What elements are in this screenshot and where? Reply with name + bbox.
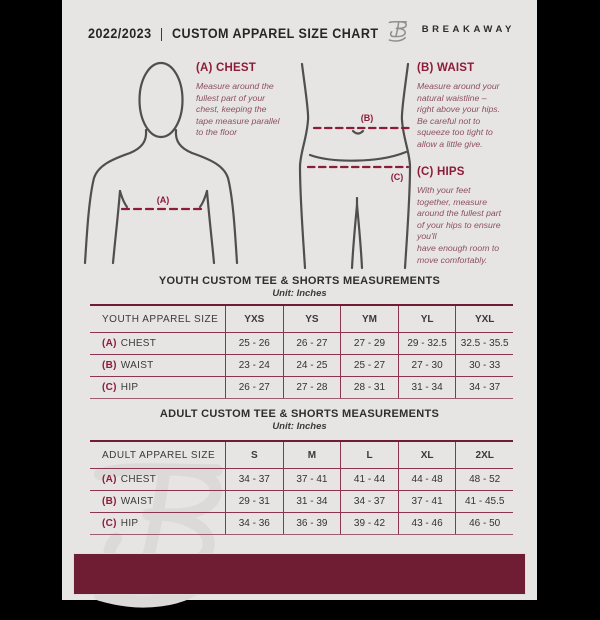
size-range-cell: 37 - 41 <box>397 491 456 512</box>
row-label: (A) CHEST <box>102 474 157 485</box>
hips-heading: (C) HIPS <box>417 166 465 178</box>
size-range-cell: 39 - 42 <box>340 513 398 534</box>
size-range-cell: 25 - 26 <box>225 333 283 354</box>
edition-year: 2022/2023 <box>88 26 152 41</box>
size-range-cell: 23 - 24 <box>225 355 283 376</box>
waist-description: Measure around your natural waistline – … <box>417 81 501 149</box>
size-range-cell: 26 - 27 <box>225 377 283 398</box>
chest-description: Measure around the fullest part of your … <box>196 81 280 138</box>
size-range-cell: 27 - 29 <box>340 333 398 354</box>
adult-table-header-row: ADULT APPAREL SIZE S M L XL 2XL <box>90 442 513 469</box>
row-label: (B) WAIST <box>102 496 154 507</box>
adult-col-header: M <box>282 442 341 468</box>
adult-hip-row: (C) HIP 34 - 36 36 - 39 39 - 42 43 - 46 4… <box>90 513 513 535</box>
size-range-cell: 31 - 34 <box>397 377 456 398</box>
size-range-cell: 34 - 37 <box>455 377 513 398</box>
row-label: (C) HIP <box>102 382 139 393</box>
youth-col-header: YXL <box>455 306 513 332</box>
page-title: CUSTOM APPAREL SIZE CHART <box>172 26 379 41</box>
size-range-cell: 28 - 31 <box>340 377 398 398</box>
waist-marker-label: (B) <box>361 113 374 123</box>
youth-size-label-header: YOUTH APPAREL SIZE <box>102 313 219 325</box>
youth-unit-label: Unit: Inches <box>272 288 327 299</box>
waist-guide: (B) WAIST Measure around your natural wa… <box>417 62 533 151</box>
document-page: 2022/2023 | CUSTOM APPAREL SIZE CHART BREA… <box>62 0 537 608</box>
size-range-cell: 27 - 30 <box>397 355 456 376</box>
chest-heading: (A) CHEST <box>196 62 256 74</box>
size-range-cell: 24 - 25 <box>282 355 341 376</box>
adult-col-header: L <box>340 442 398 468</box>
footer-bar <box>73 553 526 595</box>
adult-unit-label: Unit: Inches <box>272 421 327 432</box>
adult-size-table: ADULT APPAREL SIZE S M L XL 2XL (A) CHEST… <box>90 440 513 535</box>
size-range-cell: 29 - 32.5 <box>397 333 456 354</box>
size-range-cell: 34 - 37 <box>225 469 283 490</box>
youth-waist-row: (B) WAIST 23 - 24 24 - 25 25 - 27 27 - 30… <box>90 355 513 377</box>
adult-col-header: S <box>225 442 283 468</box>
size-range-cell: 46 - 50 <box>455 513 513 534</box>
size-range-cell: 27 - 28 <box>282 377 341 398</box>
size-range-cell: 32.5 - 35.5 <box>455 333 513 354</box>
brand-lockup: BREAKAWAY <box>387 16 515 43</box>
youth-size-table: YOUTH APPAREL SIZE YXS YS YM YL YXL (A) C… <box>90 304 513 399</box>
masthead: 2022/2023 | CUSTOM APPAREL SIZE CHART <box>88 26 378 41</box>
masthead-separator: | <box>159 26 164 41</box>
youth-col-header: YS <box>282 306 341 332</box>
adult-waist-row: (B) WAIST 29 - 31 31 - 34 34 - 37 37 - 41… <box>90 491 513 513</box>
hips-marker-label: (C) <box>391 172 404 182</box>
adult-col-header: 2XL <box>455 442 513 468</box>
size-range-cell: 29 - 31 <box>225 491 283 512</box>
size-range-cell: 34 - 36 <box>225 513 283 534</box>
size-range-cell: 25 - 27 <box>340 355 398 376</box>
size-range-cell: 41 - 45.5 <box>455 491 513 512</box>
row-label: (C) HIP <box>102 518 139 529</box>
hips-description: With your feet together, measure around … <box>417 185 502 265</box>
adult-size-label-header: ADULT APPAREL SIZE <box>102 449 216 461</box>
chest-guide: (A) CHEST Measure around the fullest par… <box>196 62 308 139</box>
size-range-cell: 30 - 33 <box>455 355 513 376</box>
hips-guide: (C) HIPS With your feet together, measur… <box>417 166 537 266</box>
waist-heading: (B) WAIST <box>417 62 475 74</box>
youth-chest-row: (A) CHEST 25 - 26 26 - 27 27 - 29 29 - 32… <box>90 333 513 355</box>
row-label: (A) CHEST <box>102 338 157 349</box>
size-range-cell: 26 - 27 <box>282 333 341 354</box>
size-range-cell: 43 - 46 <box>397 513 456 534</box>
chest-marker-label: (A) <box>157 195 170 205</box>
adult-chest-row: (A) CHEST 34 - 37 37 - 41 41 - 44 44 - 48… <box>90 469 513 491</box>
size-range-cell: 44 - 48 <box>397 469 456 490</box>
size-range-cell: 34 - 37 <box>340 491 398 512</box>
youth-col-header: YXS <box>225 306 283 332</box>
youth-section-title: YOUTH CUSTOM TEE & SHORTS MEASUREMENTS <box>158 275 441 287</box>
adult-section-title: ADULT CUSTOM TEE & SHORTS MEASUREMENTS <box>159 408 440 420</box>
size-range-cell: 36 - 39 <box>282 513 341 534</box>
youth-hip-row: (C) HIP 26 - 27 27 - 28 28 - 31 31 - 34 3… <box>90 377 513 399</box>
youth-table-header-row: YOUTH APPAREL SIZE YXS YS YM YL YXL <box>90 306 513 333</box>
youth-col-header: YL <box>397 306 456 332</box>
size-range-cell: 48 - 52 <box>455 469 513 490</box>
size-range-cell: 31 - 34 <box>282 491 341 512</box>
youth-col-header: YM <box>340 306 398 332</box>
brand-name: BREAKAWAY <box>421 24 515 35</box>
size-range-cell: 37 - 41 <box>282 469 341 490</box>
torso-figure: (A) <box>62 56 248 268</box>
lower-body-figure: (B) (C) <box>287 58 417 270</box>
size-range-cell: 41 - 44 <box>340 469 398 490</box>
breakaway-b-logo-icon <box>387 16 414 43</box>
row-label: (B) WAIST <box>102 360 154 371</box>
adult-col-header: XL <box>397 442 456 468</box>
